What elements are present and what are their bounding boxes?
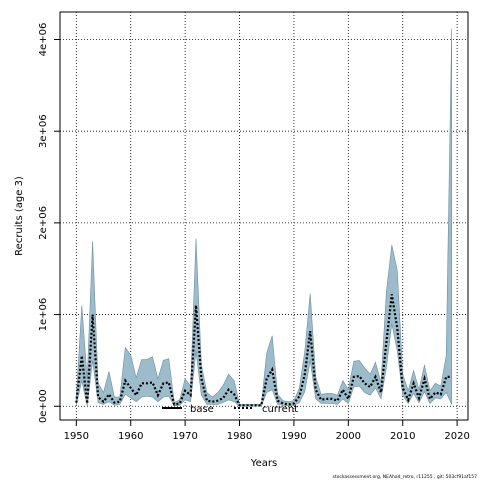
- legend: base current: [162, 404, 298, 415]
- x-tick-label-1950: 1950: [64, 431, 89, 442]
- y-tick-label-2000000: 2e+06: [38, 206, 49, 240]
- legend-base-label: base: [190, 404, 214, 415]
- band-area: [76, 28, 452, 407]
- grid-lines: [60, 12, 468, 420]
- footnote: stockassessment.org, NEAhad_retro, r1125…: [333, 474, 478, 480]
- legend-current-label: current: [262, 404, 298, 415]
- x-tick-label-1980: 1980: [227, 431, 252, 442]
- series-current-line: [75, 294, 452, 407]
- y-tick-label-1000000: 1e+06: [38, 298, 49, 332]
- x-tick-label-2000: 2000: [336, 431, 361, 442]
- y-tick-label-3000000: 3e+06: [38, 114, 49, 148]
- x-axis-title: Years: [250, 458, 277, 469]
- x-tick-label-2010: 2010: [390, 431, 415, 442]
- x-tick-label-1990: 1990: [281, 431, 306, 442]
- x-tick-label-1970: 1970: [172, 431, 197, 442]
- plot-frame: [59, 11, 469, 421]
- y-axis-title: Recruits (age 3): [14, 176, 25, 256]
- x-tick-label-1960: 1960: [118, 431, 143, 442]
- series-lines: [75, 294, 452, 407]
- x-axis: 1950 1960 1970 1980 1990 2000 2010 2020: [64, 420, 470, 442]
- confidence-band: [76, 28, 452, 407]
- y-axis: 0e+00 1e+06 2e+06 3e+06 4e+06: [38, 23, 60, 423]
- y-tick-label-0: 0e+00: [38, 389, 49, 423]
- x-tick-label-2020: 2020: [444, 431, 469, 442]
- y-tick-label-4000000: 4e+06: [38, 23, 49, 57]
